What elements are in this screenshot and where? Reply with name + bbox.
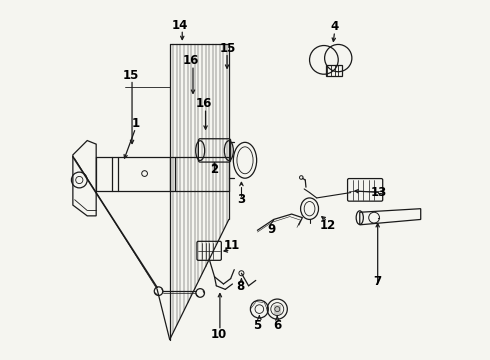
Text: 16: 16 (182, 54, 198, 67)
Text: 8: 8 (237, 280, 245, 293)
Text: 16: 16 (196, 98, 212, 111)
Text: 6: 6 (273, 319, 281, 332)
Text: 2: 2 (211, 163, 219, 176)
Text: 5: 5 (253, 319, 262, 332)
Text: 1: 1 (131, 117, 140, 130)
Text: 11: 11 (223, 239, 240, 252)
Text: 3: 3 (237, 193, 245, 206)
Text: 4: 4 (331, 20, 339, 33)
Text: 14: 14 (172, 19, 188, 32)
Text: 15: 15 (220, 41, 236, 54)
Bar (326, 65, 342, 76)
Text: 9: 9 (268, 223, 276, 236)
Text: 12: 12 (319, 219, 336, 233)
Text: 7: 7 (373, 275, 382, 288)
Text: 13: 13 (370, 186, 387, 199)
Text: 10: 10 (211, 328, 227, 341)
Text: 15: 15 (123, 69, 140, 82)
